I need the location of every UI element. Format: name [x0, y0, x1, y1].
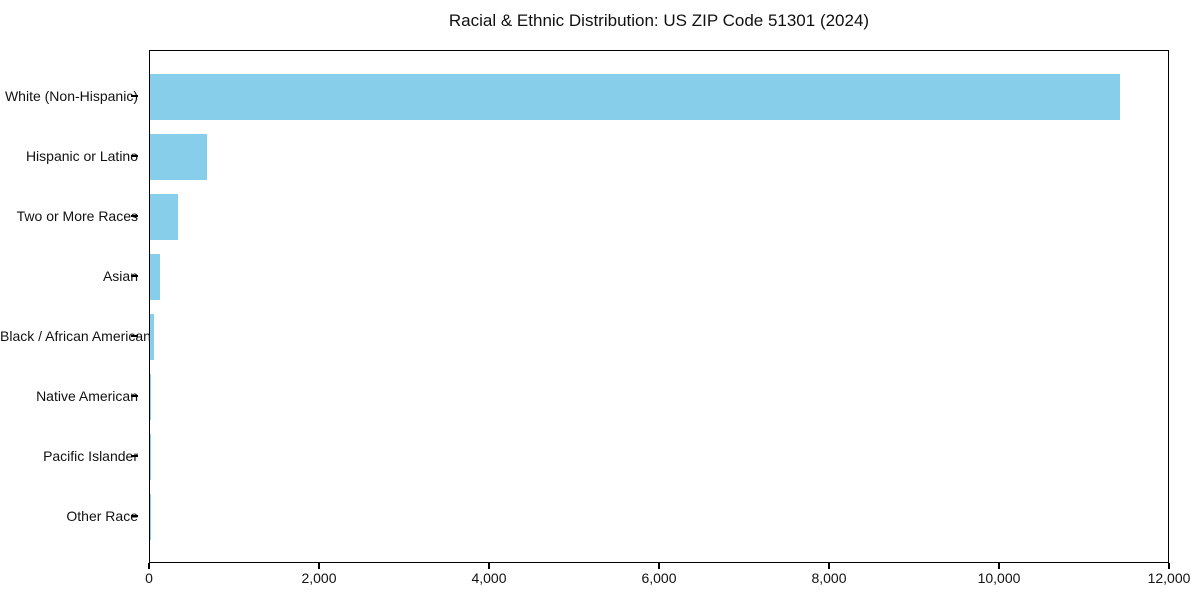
y-tick-mark [131, 395, 138, 397]
plot-area [149, 50, 1169, 563]
bar-two-or-more-races [150, 194, 178, 240]
y-label-hispanic-or-latino: Hispanic or Latino [25, 148, 138, 164]
x-tick-mark [998, 563, 1000, 569]
x-tick-mark [148, 563, 150, 569]
x-tick-mark [828, 563, 830, 569]
y-label-other-race: Other Race [66, 508, 138, 524]
y-label-native-american: Native American [36, 388, 138, 404]
y-label-two-or-more-races: Two or More Races [16, 208, 138, 224]
x-tick-mark [1168, 563, 1170, 569]
bar-row [150, 127, 1168, 187]
y-tick-mark [131, 215, 138, 217]
bar-row [150, 247, 1168, 307]
bar-row [150, 487, 1168, 547]
y-label-white-non-hispanic: White (Non-Hispanic) [4, 88, 138, 104]
x-tick-mark [318, 563, 320, 569]
y-label-pacific-islander: Pacific Islander [43, 448, 138, 464]
y-tick-mark [131, 455, 138, 457]
y-label-black-african-american: Black / African American [0, 328, 151, 344]
y-label-asian: Asian [102, 268, 138, 284]
bar-row [150, 67, 1168, 127]
bar-row [150, 307, 1168, 367]
bar-row [150, 427, 1168, 487]
y-tick-mark [131, 515, 138, 517]
x-tick-label: 2,000 [301, 570, 337, 586]
y-tick-mark [131, 335, 138, 337]
bar-asian [150, 254, 160, 300]
y-axis-labels: White (Non-Hispanic) Hispanic or Latino Tw… [0, 50, 151, 563]
bar-native-american [150, 374, 152, 420]
y-tick-mark [131, 95, 138, 97]
bar-hispanic-or-latino [150, 134, 207, 180]
x-tick-label: 6,000 [641, 570, 677, 586]
x-tick-label: 10,000 [977, 570, 1021, 586]
x-tick-label: 12,000 [1147, 570, 1191, 586]
bar-black-african-american [150, 314, 155, 360]
x-tick-label: 0 [145, 570, 153, 586]
x-tick-mark [488, 563, 490, 569]
bar-row [150, 187, 1168, 247]
bar-white-non-hispanic [150, 74, 1121, 120]
y-tick-mark [131, 155, 138, 157]
x-tick-label: 4,000 [471, 570, 507, 586]
chart-title: Racial & Ethnic Distribution: US ZIP Cod… [448, 11, 870, 30]
y-tick-mark [131, 275, 138, 277]
x-tick-label: 8,000 [811, 570, 847, 586]
bar-row [150, 367, 1168, 427]
x-tick-mark [658, 563, 660, 569]
bars-container [150, 67, 1168, 545]
